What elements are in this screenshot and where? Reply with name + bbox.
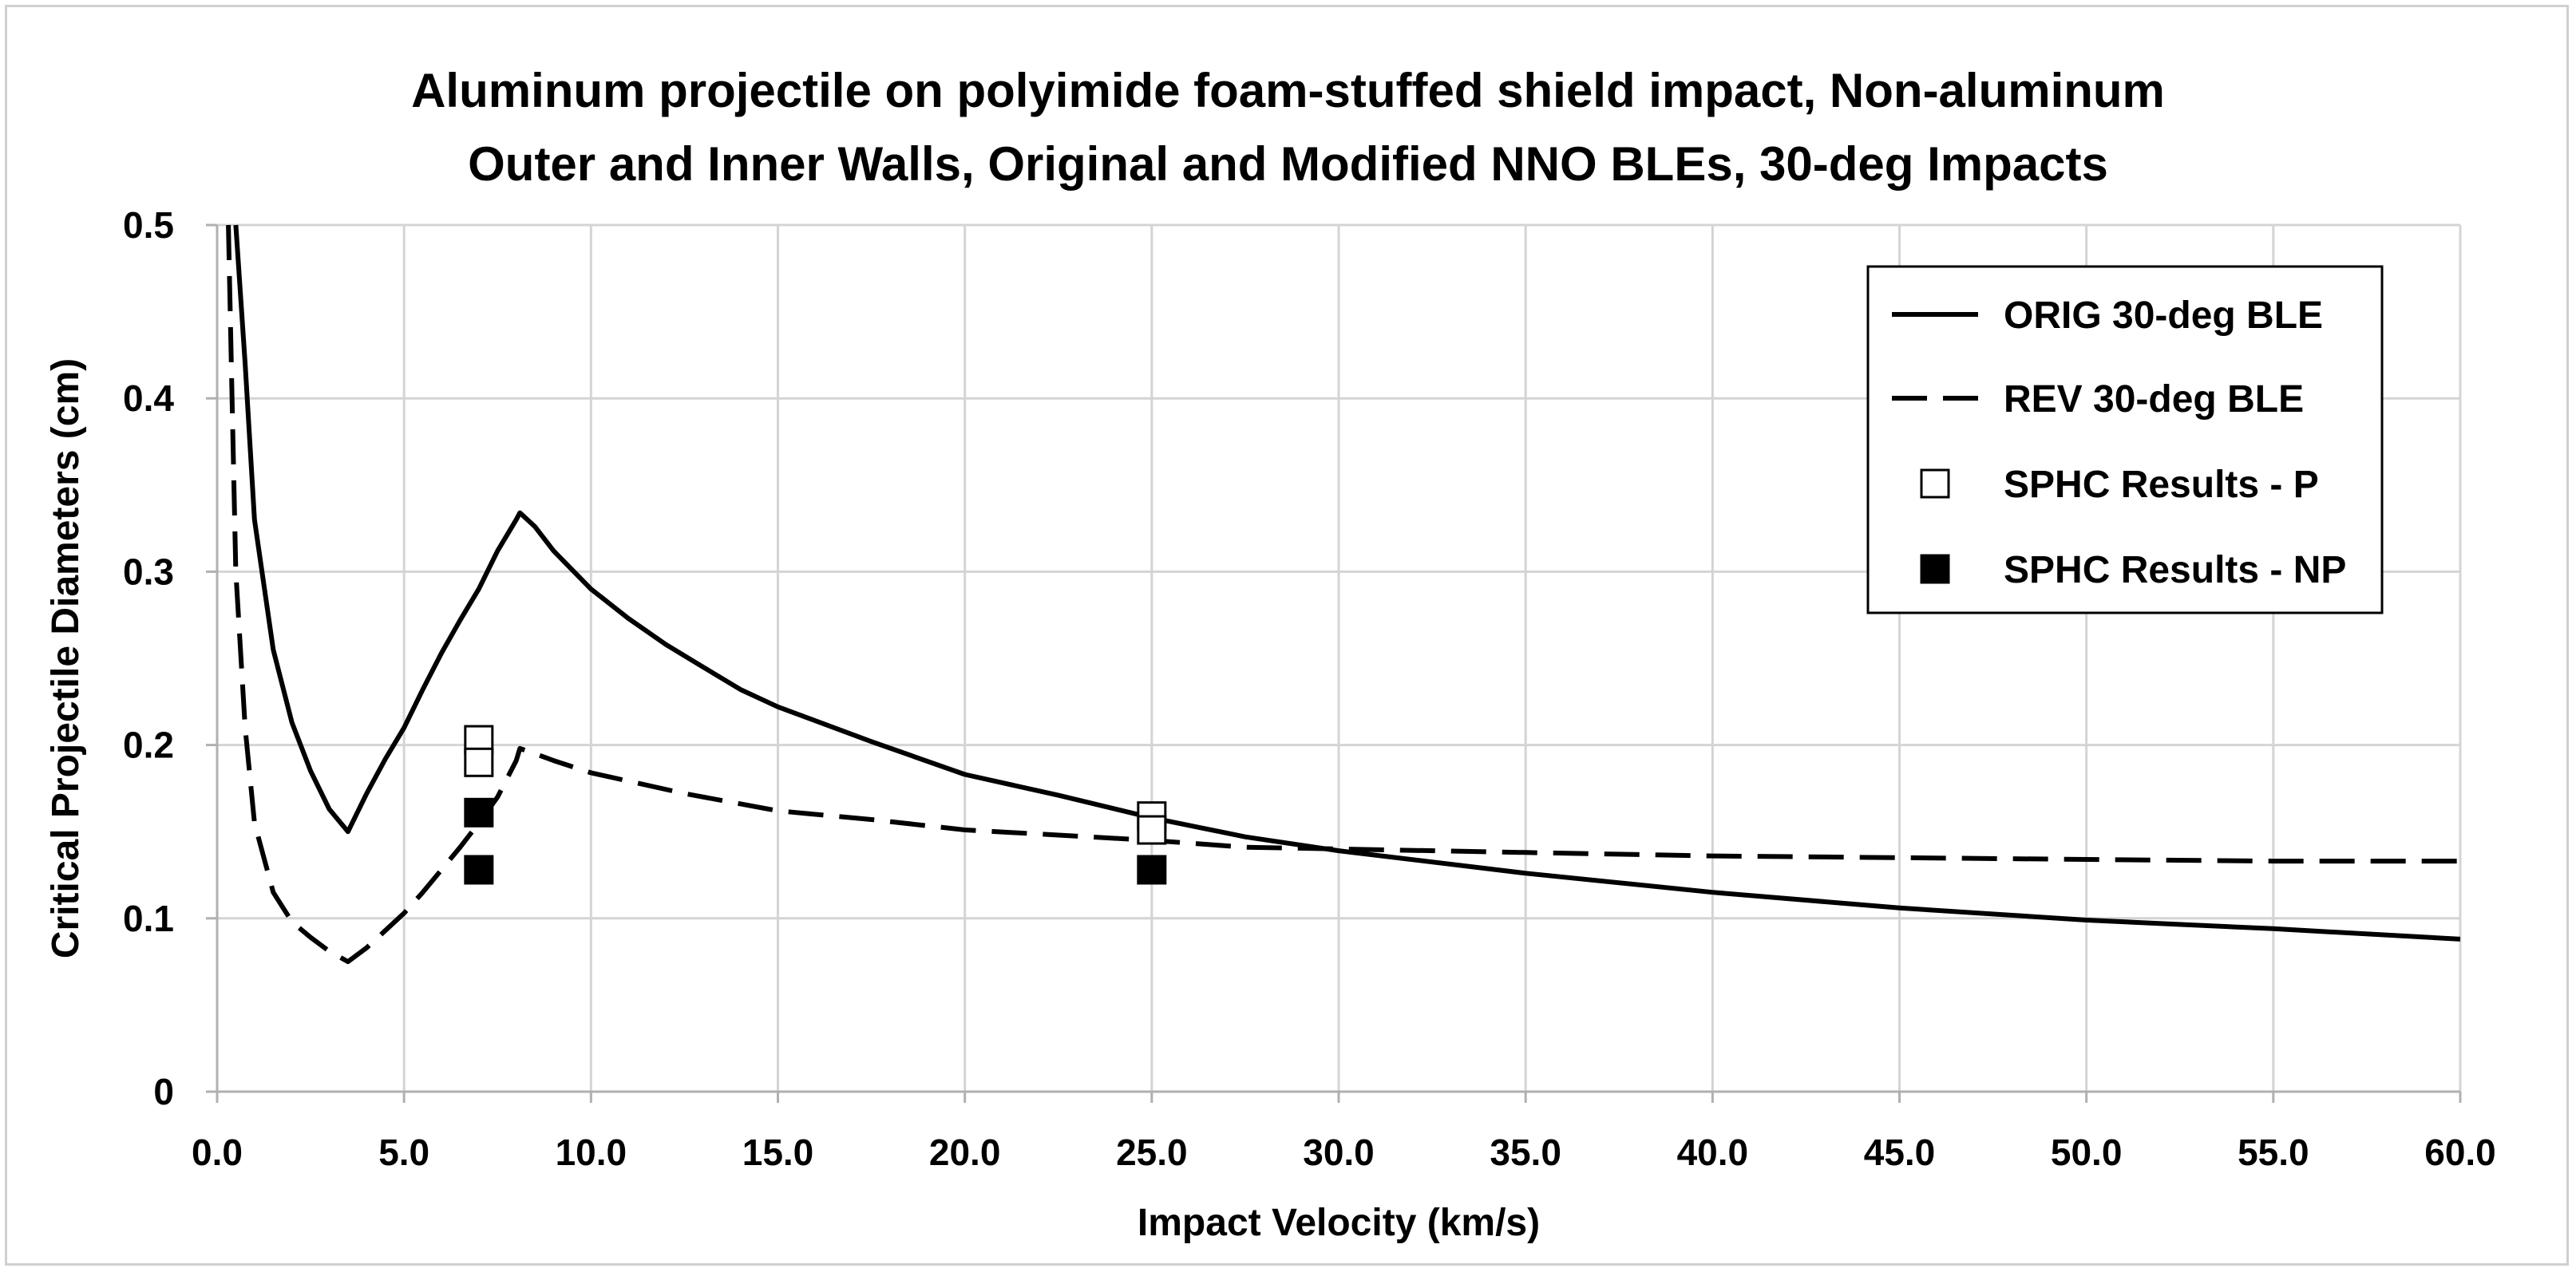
y-tick-label: 0.4: [123, 377, 174, 419]
legend-swatch-sphc-results-p: [1920, 468, 1950, 499]
x-tick-label: 20.0: [929, 1132, 1001, 1173]
x-tick-label: 60.0: [2424, 1132, 2496, 1173]
data-point-sphc-results-p: [1137, 815, 1167, 845]
y-tick-labels: 0 0.1 0.2 0.3 0.4 0.5: [123, 204, 174, 1112]
x-tick-label: 30.0: [1303, 1132, 1375, 1173]
data-point-sphc-results-np: [464, 855, 494, 885]
data-point-sphc-results-np: [1137, 855, 1167, 885]
x-tick-labels: 0.0 5.0 10.0 15.0 20.0 25.0 30.0 35.0 40.0 45.0 50…: [192, 1132, 2496, 1173]
series-layer: [226, 224, 2460, 965]
legend-label-orig-30-deg-ble: ORIG 30-deg BLE: [2004, 294, 2323, 337]
y-tick-label: 0.2: [123, 725, 174, 766]
y-tick-label: 0.1: [123, 898, 174, 939]
x-tick-label: 35.0: [1490, 1132, 1561, 1173]
legend-label-rev-30-deg-ble: REV 30-deg BLE: [2004, 378, 2304, 421]
axes: [206, 223, 2462, 1103]
data-point-sphc-results-np: [464, 797, 494, 828]
y-tick-label: 0: [153, 1071, 174, 1112]
y-axis-label: Critical Projectile Diameters (cm): [45, 358, 87, 958]
x-tick-label: 45.0: [1864, 1132, 1936, 1173]
x-tick-label: 55.0: [2238, 1132, 2309, 1173]
x-tick-label: 5.0: [378, 1132, 429, 1173]
x-tick-label: 25.0: [1116, 1132, 1188, 1173]
legend-label-sphc-results-p: SPHC Results - P: [2004, 464, 2319, 506]
series-line-rev-30-deg-ble: [226, 224, 2460, 965]
chart-frame: [5, 5, 2569, 1266]
x-tick-label: 40.0: [1677, 1132, 1749, 1173]
x-tick-label: 50.0: [2051, 1132, 2123, 1173]
legend-box: [1866, 265, 2384, 614]
x-axis-label: Impact Velocity (km/s): [1138, 1202, 1540, 1244]
y-tick-label: 0.5: [123, 204, 174, 246]
chart-title: Aluminum projectile on polyimide foam-st…: [0, 54, 2576, 201]
x-tick-label: 15.0: [742, 1132, 814, 1173]
legend-swatch-sphc-results-np: [1920, 554, 1950, 584]
x-tick-label: 10.0: [556, 1132, 627, 1173]
chart-title-line-2: Outer and Inner Walls, Original and Modi…: [468, 137, 2108, 191]
x-tick-label: 0.0: [192, 1132, 243, 1173]
legend-label-sphc-results-np: SPHC Results - NP: [2004, 549, 2346, 591]
legend: ORIG 30-deg BLE REV 30-deg BLE SPHC Result…: [1866, 265, 2384, 614]
data-point-sphc-results-p: [464, 747, 494, 777]
chart-title-line-1: Aluminum projectile on polyimide foam-st…: [411, 64, 2165, 117]
y-tick-label: 0.3: [123, 551, 174, 592]
